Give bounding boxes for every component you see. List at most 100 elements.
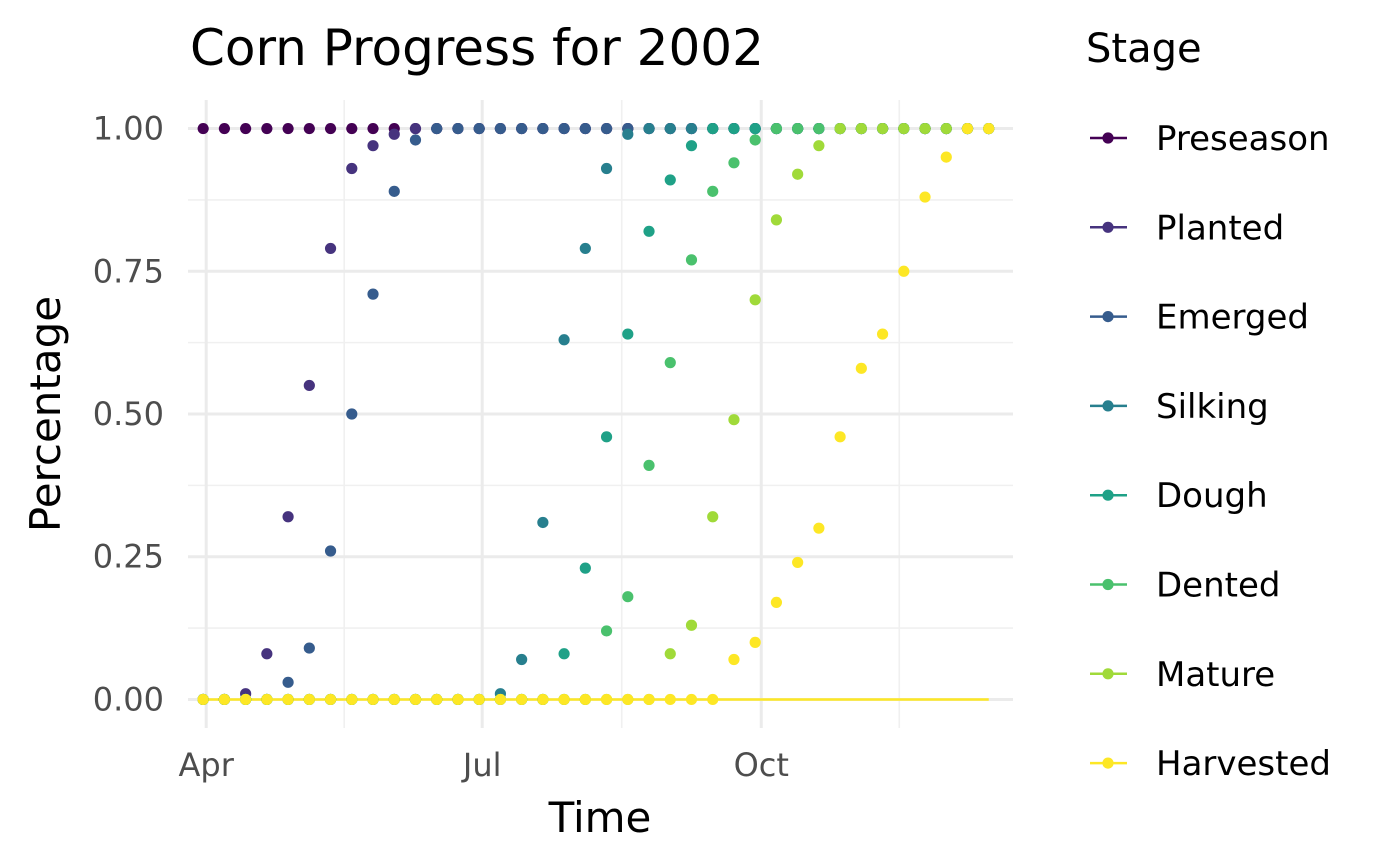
data-point [324, 242, 337, 255]
data-point [622, 328, 634, 340]
legend-item: Planted [1090, 208, 1284, 248]
data-point [303, 122, 315, 135]
data-point [473, 122, 485, 135]
legend-key-dot [1102, 668, 1114, 680]
legend-item: Silking [1090, 387, 1269, 427]
legend-key-dot [1102, 757, 1114, 769]
data-point [685, 122, 698, 135]
data-point [346, 162, 358, 175]
data-point [728, 122, 740, 135]
legend-key-dot [1102, 578, 1114, 591]
data-point [409, 122, 422, 135]
data-point [579, 693, 591, 706]
data-point [834, 122, 846, 135]
data-point [940, 122, 952, 135]
data-point [579, 562, 591, 574]
data-point [367, 288, 379, 300]
data-point [218, 693, 230, 706]
legend-item: Harvested [1090, 744, 1331, 784]
data-point [600, 162, 613, 175]
legend-item: Dented [1090, 566, 1280, 606]
data-point [770, 122, 783, 135]
legend-label: Dough [1156, 476, 1268, 516]
data-point [346, 122, 358, 135]
y-axis-title: Percentage [21, 296, 70, 532]
data-point [431, 693, 443, 706]
data-point [728, 157, 740, 169]
data-point [282, 676, 294, 688]
legend-item: Mature [1090, 655, 1275, 695]
data-point [240, 122, 252, 135]
data-point [261, 122, 273, 135]
data-point [558, 648, 570, 660]
data-point [728, 414, 740, 426]
data-point [431, 122, 443, 135]
data-point [664, 122, 676, 135]
data-point [452, 693, 464, 706]
data-point [876, 328, 889, 340]
data-point [876, 122, 889, 135]
legend-title: Stage [1086, 26, 1202, 72]
data-point [516, 653, 528, 666]
data-point [664, 648, 676, 660]
data-point [707, 185, 719, 197]
legend-key-dot [1102, 400, 1114, 412]
y-tick-label: 0.25 [93, 538, 164, 576]
data-point [282, 122, 294, 135]
data-point [473, 693, 485, 706]
legend-item: Dough [1090, 476, 1268, 516]
data-point [579, 242, 591, 255]
data-point [197, 693, 209, 706]
legend-label: Silking [1156, 387, 1269, 427]
data-point [749, 294, 761, 306]
data-point [855, 362, 867, 374]
data-point [197, 122, 209, 135]
data-point [685, 254, 698, 266]
data-point [813, 122, 825, 135]
legend-label: Emerged [1156, 298, 1309, 338]
data-point [707, 693, 719, 706]
data-point [664, 357, 676, 369]
legend-label: Planted [1156, 208, 1284, 248]
data-point [855, 122, 867, 135]
data-point [685, 693, 698, 706]
data-point [324, 122, 337, 135]
data-point [367, 693, 379, 706]
data-point [792, 122, 804, 135]
data-point [707, 122, 719, 135]
data-point [240, 693, 252, 706]
data-point [388, 128, 400, 140]
data-point [537, 516, 549, 529]
data-point [261, 693, 273, 706]
data-point [898, 122, 910, 135]
data-point [685, 619, 698, 631]
data-point [537, 122, 549, 135]
data-point [516, 122, 528, 135]
data-point [303, 379, 315, 392]
legend-item: Emerged [1090, 298, 1309, 338]
legend-label: Dented [1156, 566, 1280, 606]
data-point [770, 596, 783, 609]
data-point [346, 408, 358, 420]
data-point [579, 122, 591, 135]
legend-label: Harvested [1156, 744, 1331, 784]
data-point [600, 431, 613, 443]
data-point [622, 128, 634, 140]
legend-item: Preseason [1090, 119, 1330, 159]
legend-key-dot [1102, 489, 1114, 501]
x-tick-label: Oct [734, 746, 789, 784]
data-point [494, 693, 507, 706]
axes: 0.00 0.25 0.50 0.75 1.00 Apr Jul Oct [93, 110, 789, 784]
data-point [600, 625, 613, 637]
data-point [940, 151, 952, 163]
data-point [388, 693, 400, 706]
data-point [600, 122, 613, 135]
x-tick-label: Apr [179, 746, 235, 784]
data-point [770, 214, 783, 226]
legend-key-dot [1102, 221, 1114, 233]
data-point [749, 122, 761, 135]
data-point [558, 693, 570, 706]
data-point [983, 122, 995, 135]
data-point [664, 174, 676, 186]
data-point [303, 642, 315, 654]
